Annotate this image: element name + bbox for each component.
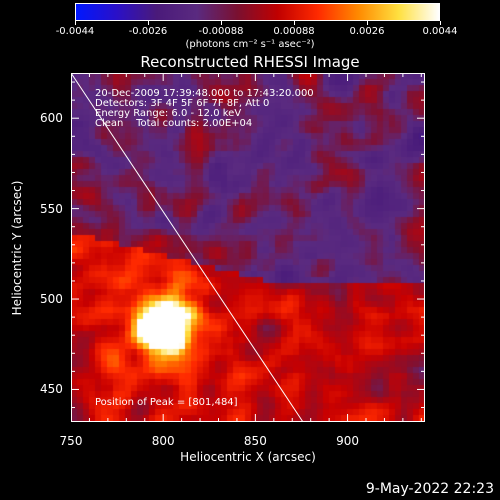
colorbar-tick-label: 0.0044 — [422, 26, 458, 37]
colorbar-tick-label: -0.0044 — [55, 26, 95, 37]
info-time-range: 20-Dec-2009 17:39:48.000 to 17:43:20.000 — [95, 88, 314, 99]
y-tick-label: 600 — [40, 111, 63, 126]
info-energy-range: Energy Range: 6.0 - 12.0 keV — [95, 108, 242, 119]
colorbar-units-label: (photons cm⁻² s⁻¹ asec⁻²) — [185, 39, 315, 50]
x-tick-label: 800 — [151, 434, 175, 448]
plot-overlay — [71, 73, 425, 422]
timestamp: 9-May-2022 22:23 — [365, 481, 494, 497]
colorbar-tick — [294, 21, 295, 25]
peak-position-label: Position of Peak = [801,484] — [95, 397, 238, 408]
colorbar-tick-label: 0.0026 — [349, 26, 385, 37]
image-plot-area: 20-Dec-2009 17:39:48.000 to 17:43:20.000… — [71, 73, 425, 422]
rhessi-image — [71, 73, 425, 422]
colorbar-tick-label: 0.00088 — [273, 26, 315, 37]
x-axis-label: Heliocentric X (arcsec) — [180, 450, 316, 464]
plot-frame — [71, 73, 425, 422]
info-detectors: Detectors: 3F 4F 5F 6F 7F 8F, Att 0 — [95, 98, 270, 109]
y-tick-label: 500 — [40, 292, 63, 307]
x-tick-label: 900 — [336, 434, 360, 448]
colorbar-tick — [148, 21, 149, 25]
info-clean-counts: Clean Total counts: 2.00E+04 — [95, 118, 253, 129]
colorbar-tick-label: -0.0026 — [128, 26, 168, 37]
y-tick-label: 550 — [40, 201, 63, 216]
solar-limb-line — [71, 73, 304, 422]
colorbar-tick-label: -0.00088 — [198, 26, 244, 37]
colorbar-tick — [367, 21, 368, 25]
y-tick-label: 450 — [40, 382, 63, 397]
colorbar — [75, 3, 440, 21]
x-tick-label: 850 — [243, 434, 267, 448]
colorbar-tick — [221, 21, 222, 25]
y-axis-label: Heliocentric Y (arcsec) — [10, 180, 24, 316]
plot-title: Reconstructed RHESSI Image — [140, 53, 360, 71]
x-tick-label: 750 — [59, 434, 83, 448]
colorbar-tick — [440, 21, 441, 25]
colorbar-tick — [75, 21, 76, 25]
